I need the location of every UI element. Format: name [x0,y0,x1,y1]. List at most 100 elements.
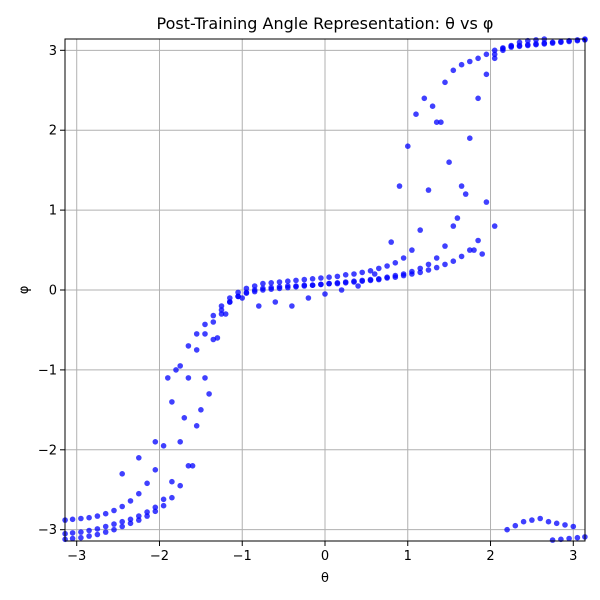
data-point [127,516,134,523]
data-point [400,255,407,261]
data-point [218,303,225,309]
data-point [516,39,523,46]
y-tick-label: 1 [49,204,57,219]
data-point [438,119,444,125]
data-point [388,239,395,245]
data-point [239,295,245,301]
data-point [177,363,183,369]
data-point [119,518,125,525]
data-point [136,455,142,461]
data-point [479,251,486,257]
data-point [322,291,328,297]
data-point [198,407,204,413]
data-point [86,527,92,534]
data-point [136,517,142,523]
data-point [458,61,465,68]
data-point [227,295,233,301]
data-point [425,187,432,193]
data-point [425,267,432,273]
data-point [173,367,179,373]
data-point [305,295,312,301]
data-point [235,289,241,296]
data-point [251,283,258,289]
data-point [504,526,510,533]
data-point [562,522,568,528]
data-point [78,529,84,535]
data-point [417,265,424,272]
data-point [69,530,76,536]
data-point [102,529,109,535]
data-point [119,503,125,510]
data-point [127,498,134,504]
data-point [293,284,299,290]
data-point [202,375,208,381]
data-point [450,223,457,229]
data-point [475,237,481,244]
data-point [508,42,514,49]
data-point [491,223,498,229]
data-point [475,55,481,62]
data-point [309,282,316,289]
data-point [442,261,448,268]
data-point [553,520,560,527]
x-tick-label: −3 [67,549,86,564]
data-point [268,286,275,293]
data-point [144,513,150,519]
data-point [367,276,374,283]
data-point [491,47,498,54]
data-point [450,67,457,74]
data-point [260,280,266,287]
data-point [243,290,250,297]
data-point [351,271,357,277]
x-tick-label: 2 [486,549,494,564]
data-point [483,51,490,58]
data-point [160,502,167,509]
data-point [574,534,581,541]
data-point [413,111,419,117]
y-tick-label: −3 [38,523,57,538]
data-point [301,276,308,283]
data-point [152,508,159,515]
data-point [367,268,374,274]
data-point [218,311,225,317]
data-point [371,271,378,277]
data-point [127,520,134,527]
data-point [525,41,531,48]
y-tick-label: 2 [49,124,57,139]
data-point [111,507,117,514]
data-point [210,312,217,319]
data-point [193,423,200,429]
data-point [326,280,332,287]
data-point [185,375,192,381]
y-tick-label: −1 [38,363,57,378]
data-point [384,263,390,269]
data-point [169,478,175,485]
data-point [152,439,159,445]
data-point [409,268,415,275]
data-point [533,37,539,43]
data-point [392,272,399,279]
data-point [491,55,498,62]
data-point [450,258,457,265]
data-point [86,533,92,539]
x-tick-label: 1 [404,549,412,564]
data-point [570,523,577,530]
data-point [433,119,440,125]
data-point [285,278,291,285]
data-point [342,272,349,278]
data-point [384,274,390,281]
data-point [102,510,109,517]
data-point [359,269,366,276]
data-point [433,264,440,271]
data-point [442,79,448,86]
data-point [144,509,150,515]
data-point [392,260,399,266]
data-point [446,159,452,165]
data-point [467,58,473,65]
data-point [467,135,473,141]
data-point [222,311,229,317]
data-point [152,467,159,473]
data-point [193,331,200,337]
data-point [471,247,477,253]
